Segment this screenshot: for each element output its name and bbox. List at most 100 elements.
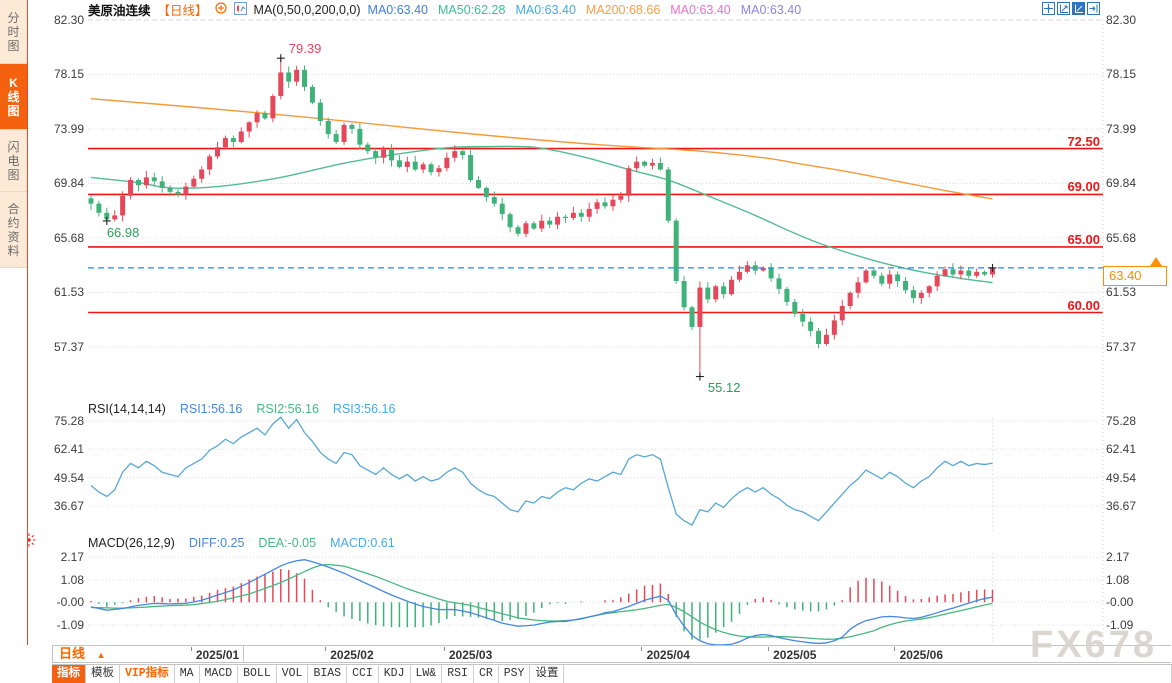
- toolbar-tab-settings[interactable]: 设置: [530, 665, 565, 683]
- sidebar-tab-label: 分时图: [7, 10, 20, 53]
- toolbar-tab-bias[interactable]: BIAS: [308, 665, 348, 683]
- crosshair-icon[interactable]: [1042, 2, 1055, 15]
- sidebar-tab-contract-info[interactable]: 合约资料: [0, 192, 27, 268]
- price-axis-label-right: 65.68: [1106, 231, 1137, 245]
- axis-scale-icon[interactable]: [1057, 2, 1070, 15]
- watermark: FX678: [1030, 624, 1157, 666]
- ma-value: MA0:63.40: [367, 2, 429, 17]
- period-selector[interactable]: 日线 ▲: [53, 646, 244, 662]
- sidebar: 分时图 K线图闪电图合约资料: [0, 0, 28, 645]
- x-axis-tick: [190, 647, 192, 651]
- rsi-axis-label-right: 36.67: [1106, 499, 1137, 513]
- rsi-header: RSI(14,14,14) RSI1:56.16 RSI2:56.16 RSI3:5…: [88, 402, 395, 416]
- price-axis-label-left: 73.99: [53, 122, 84, 136]
- rsi-value: RSI2:56.16: [256, 402, 319, 416]
- toolbar-tab-cci[interactable]: CCI: [347, 665, 379, 683]
- bottom-toolbar: 指标 模板 VIP指标 MA MACD BOLL VOL BIAS CCI KDJ LW& RSI CR…: [52, 664, 1172, 683]
- rsi-axis-label-left: 75.28: [53, 414, 84, 428]
- rsi-axis-label-right: 62.41: [1106, 442, 1137, 457]
- period-tag: 【日线】: [157, 4, 208, 18]
- toolbar-tab-rsi[interactable]: RSI: [442, 665, 474, 683]
- toolbar-tab-vol[interactable]: VOL: [277, 665, 309, 683]
- sidebar-tab-time-share-chart[interactable]: 分时图: [0, 0, 27, 64]
- toolbar-tab-cr[interactable]: CR: [474, 665, 499, 683]
- macd-header: MACD(26,12,9) DIFF:0.25 DEA:-0.05 MACD:0.6…: [88, 536, 395, 550]
- sidebar-tab-label: K线图: [7, 75, 20, 118]
- macd-axis-label-left: -0.00: [56, 595, 84, 610]
- macd-axis-label-right: -0.00: [1106, 595, 1134, 610]
- x-axis-tick: [324, 647, 326, 651]
- toolbar-tab-vip-indicators[interactable]: VIP指标: [120, 665, 175, 683]
- price-axis-label-left: 78.15: [53, 67, 84, 82]
- price-annotation: 55.12: [707, 379, 741, 395]
- price-axis-label-right: 82.30: [1106, 13, 1137, 27]
- x-axis-month-label: 2025/06: [899, 648, 944, 662]
- x-axis-tick: [894, 647, 896, 651]
- macd-value: MACD:0.61: [330, 536, 395, 550]
- chart-toolbar-icons: [1042, 2, 1100, 15]
- price-marker-arrow-icon: [1150, 257, 1162, 266]
- macd-value: DEA:-0.05: [258, 536, 317, 550]
- sidebar-tab-label: 闪电图: [7, 139, 20, 182]
- macd-axis-label-left: 1.08: [60, 572, 84, 587]
- macd-value: DIFF:0.25: [188, 536, 245, 550]
- toolbar-tab-macd[interactable]: MACD: [200, 665, 239, 683]
- rsi-axis-label-left: 36.67: [53, 499, 84, 513]
- level-line-label: 69.00: [1067, 179, 1100, 195]
- rsi-value: RSI3:56.16: [332, 402, 396, 416]
- ma-values: MA0:63.40 MA50:62.28 MA0:63.40 MA200:68.66 M…: [368, 3, 812, 17]
- rsi-formula: RSI(14,14,14): [88, 402, 166, 416]
- x-axis-month-label: 2025/03: [448, 648, 493, 662]
- toolbar-tab-boll[interactable]: BOLL: [238, 665, 277, 683]
- price-axis-label-right: 57.37: [1106, 340, 1137, 354]
- toolbar-tab-indicators[interactable]: 指标: [52, 665, 86, 683]
- sidebar-tab-lightning-chart[interactable]: 闪电图: [0, 130, 27, 192]
- x-axis-tick: [641, 647, 643, 651]
- price-axis-label-left: 61.53: [53, 285, 84, 300]
- rsi-axis-label-left: 49.54: [53, 470, 84, 485]
- price-axis-label-right: 61.53: [1106, 285, 1137, 300]
- macd-axis-label-left: -1.09: [56, 617, 84, 632]
- price-axis-label-right: 69.84: [1106, 176, 1137, 191]
- macd-formula: MACD(26,12,9): [88, 536, 175, 550]
- ma-value: MA200:68.66: [585, 2, 661, 17]
- chart-header: 美原油连续 【日线】 MA(0,50,0,200,0,0) MA0:63.40 M…: [88, 1, 811, 18]
- add-indicator-icon[interactable]: [214, 2, 227, 17]
- price-annotation: 79.39: [288, 41, 322, 57]
- price-annotation: 66.98: [106, 224, 140, 240]
- period-selector-arrow-icon: ▲: [96, 650, 106, 660]
- toolbar-tab-kdj[interactable]: KDJ: [379, 665, 411, 683]
- macd-axis-label-right: -1.09: [1106, 617, 1134, 632]
- macd-axis-label-right: 1.08: [1106, 572, 1130, 587]
- x-axis-tick: [443, 647, 445, 651]
- ma-value: MA0:63.40: [740, 2, 802, 17]
- panel-view-icon[interactable]: [1072, 2, 1085, 15]
- x-axis-month-label: 2025/05: [773, 648, 817, 662]
- toolbar-tab-psy[interactable]: PSY: [499, 665, 531, 683]
- price-axis-label-left: 82.30: [53, 13, 84, 27]
- rsi-value: RSI1:56.16: [179, 402, 243, 416]
- kline-icon[interactable]: [233, 1, 247, 18]
- level-line-label: 72.50: [1067, 133, 1100, 149]
- ma-value: MA0:63.40: [670, 2, 731, 17]
- macd-axis-label-right: 2.17: [1106, 550, 1130, 565]
- price-axis-label-right: 73.99: [1106, 122, 1137, 136]
- toolbar-tab-lwr[interactable]: LW&: [411, 665, 443, 683]
- x-axis-tick: [767, 647, 769, 651]
- symbol-title: 美原油连续: [88, 4, 151, 18]
- level-line-label: 65.00: [1067, 231, 1100, 247]
- toolbar-tab-templates[interactable]: 模板: [86, 665, 120, 683]
- current-price-tag: 63.40: [1103, 266, 1167, 286]
- x-axis-month-label: 2025/01: [195, 648, 240, 662]
- x-axis-month-label: 2025/04: [646, 648, 690, 662]
- rsi-axis-label-right: 75.28: [1106, 414, 1137, 428]
- toolbar-tab-ma[interactable]: MA: [175, 665, 200, 683]
- ma-formula: MA(0,50,0,200,0,0): [253, 2, 361, 17]
- level-line-label: 60.00: [1067, 297, 1100, 313]
- rsi-axis-label-right: 49.54: [1106, 470, 1137, 485]
- sidebar-tab-kline-chart[interactable]: K线图: [0, 64, 27, 130]
- x-axis-month-label: 2025/02: [330, 648, 374, 662]
- collapse-panel-icon[interactable]: [1087, 2, 1100, 15]
